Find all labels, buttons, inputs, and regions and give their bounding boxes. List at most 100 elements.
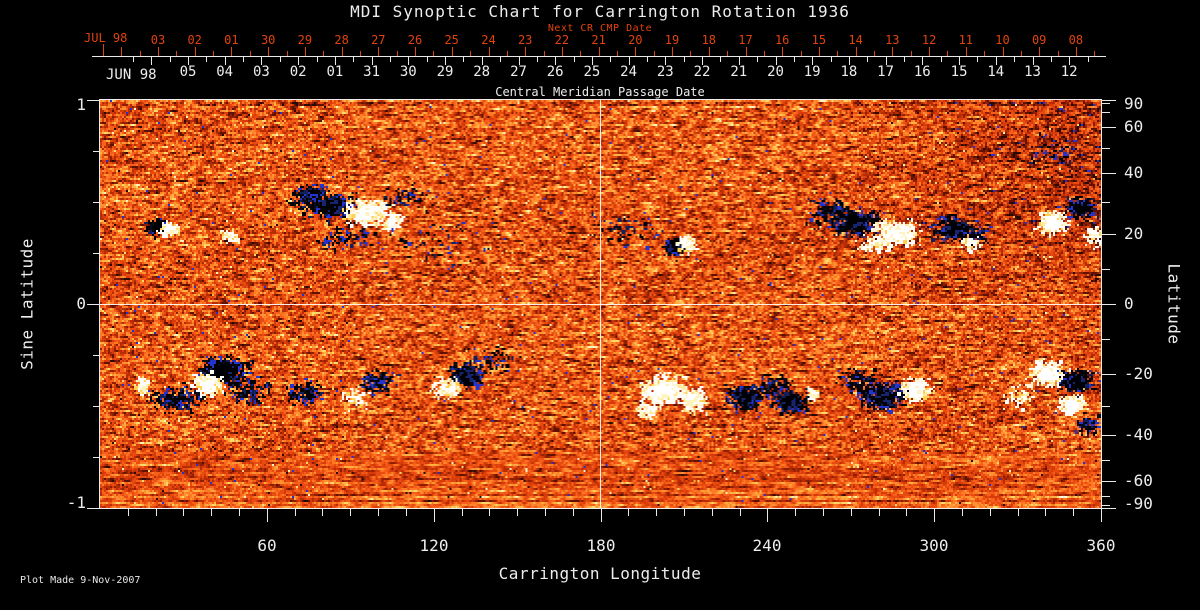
next-cr-day-label: 15 bbox=[811, 33, 827, 47]
next-cr-tick bbox=[653, 51, 655, 56]
cmp-month-label: JUN 98 bbox=[106, 67, 157, 83]
lat-tick bbox=[1102, 268, 1110, 270]
next-cr-tick bbox=[1039, 47, 1041, 56]
next-cr-day-label: 19 bbox=[664, 33, 680, 47]
lat-tick bbox=[1102, 504, 1110, 506]
lon-tick bbox=[378, 509, 380, 516]
sine-lat-tick bbox=[87, 304, 100, 305]
next-cr-day-label: 16 bbox=[774, 33, 790, 47]
lon-label: 240 bbox=[752, 536, 782, 555]
next-cr-tick bbox=[304, 47, 306, 56]
plot-made-timestamp: Plot Made 9-Nov-2007 bbox=[20, 575, 141, 586]
lon-tick bbox=[461, 509, 463, 516]
lat-tick bbox=[1102, 127, 1116, 129]
cmp-day-label: 25 bbox=[583, 64, 601, 80]
cmp-tick bbox=[188, 57, 189, 65]
lon-label: 120 bbox=[419, 536, 449, 555]
date-axis-line bbox=[92, 56, 1106, 57]
sine-lat-tick bbox=[93, 151, 100, 152]
cmp-tick bbox=[169, 57, 171, 62]
lat-tick bbox=[1102, 495, 1110, 497]
lat-label: 90 bbox=[1124, 94, 1144, 113]
next-cr-tick bbox=[561, 47, 563, 56]
next-cr-day-label: 20 bbox=[628, 33, 643, 47]
cmp-tick bbox=[683, 57, 685, 62]
lon-label: 300 bbox=[919, 536, 949, 555]
next-cr-day-label: 14 bbox=[848, 33, 863, 47]
cmp-tick bbox=[298, 57, 300, 65]
cmp-tick bbox=[757, 57, 759, 62]
cmp-tick bbox=[353, 57, 355, 62]
sine-lat-tick bbox=[93, 457, 100, 458]
cmp-day-label: 22 bbox=[693, 64, 711, 80]
lat-tick bbox=[1102, 103, 1110, 105]
lat-tick bbox=[1102, 147, 1110, 149]
next-cr-tick bbox=[158, 47, 159, 56]
cmp-axis-label: Central Meridian Passage Date bbox=[495, 85, 705, 99]
cmp-tick bbox=[647, 57, 648, 62]
lat-label: 40 bbox=[1124, 163, 1144, 182]
next-cr-tick bbox=[800, 51, 802, 56]
lat-label: -60 bbox=[1124, 471, 1153, 490]
cmp-tick bbox=[812, 57, 814, 65]
next-cr-tick bbox=[249, 51, 251, 56]
cmp-tick bbox=[610, 57, 612, 62]
lat-label: 0 bbox=[1124, 294, 1134, 313]
cmp-tick bbox=[151, 57, 153, 65]
lon-tick bbox=[433, 509, 435, 522]
lon-tick bbox=[711, 509, 713, 516]
cmp-tick bbox=[555, 57, 557, 65]
lat-label: -90 bbox=[1124, 494, 1153, 513]
next-cr-tick bbox=[525, 47, 527, 56]
carrington-longitude-axis-title: Carrington Longitude bbox=[498, 564, 702, 583]
cmp-day-label: 18 bbox=[840, 64, 858, 80]
next-cr-tick bbox=[947, 51, 949, 56]
cmp-tick bbox=[279, 57, 281, 62]
lon-tick bbox=[600, 509, 602, 522]
cmp-tick bbox=[591, 57, 593, 65]
next-cr-day-label: 03 bbox=[150, 33, 166, 47]
lon-tick bbox=[239, 509, 240, 516]
lon-tick bbox=[294, 509, 296, 516]
next-cr-tick bbox=[231, 47, 233, 56]
cmp-tick bbox=[738, 57, 740, 65]
cmp-tick bbox=[922, 57, 924, 65]
lon-tick bbox=[739, 509, 741, 516]
sine-lat-label: 0 bbox=[76, 294, 86, 313]
next-cr-tick bbox=[378, 47, 380, 56]
cmp-tick bbox=[518, 57, 520, 65]
next-cr-day-label: 25 bbox=[444, 33, 459, 47]
next-cr-tick bbox=[323, 51, 325, 56]
lon-tick bbox=[878, 509, 880, 516]
sine-lat-tick bbox=[93, 355, 100, 356]
next-cr-tick bbox=[451, 47, 453, 56]
next-cr-tick bbox=[782, 47, 784, 56]
cmp-day-label: 29 bbox=[436, 64, 454, 80]
cmp-tick bbox=[573, 57, 575, 62]
lon-tick bbox=[1045, 509, 1047, 516]
lon-tick bbox=[934, 509, 936, 522]
lon-tick bbox=[628, 509, 630, 516]
next-cr-tick bbox=[506, 51, 508, 56]
sine-lat-label: 1 bbox=[76, 95, 86, 114]
next-cr-tick bbox=[176, 51, 178, 56]
lon-tick bbox=[656, 509, 658, 516]
next-cr-day-label: 29 bbox=[297, 33, 313, 47]
next-cr-tick bbox=[837, 51, 839, 56]
next-cr-day-label: 10 bbox=[995, 33, 1010, 47]
next-cr-tick bbox=[341, 47, 343, 56]
cmp-tick bbox=[1069, 57, 1071, 65]
lat-tick bbox=[1102, 234, 1116, 236]
cmp-tick bbox=[977, 57, 979, 62]
cmp-day-label: 23 bbox=[656, 64, 674, 80]
cmp-day-label: 05 bbox=[179, 64, 197, 80]
next-cr-tick bbox=[818, 47, 820, 56]
lat-tick bbox=[1102, 435, 1116, 437]
cmp-tick bbox=[959, 57, 961, 65]
plot-area bbox=[99, 99, 1102, 509]
cmp-day-label: 24 bbox=[620, 64, 638, 80]
cmp-tick bbox=[1032, 57, 1034, 65]
next-cr-tick bbox=[433, 51, 435, 56]
next-cr-day-label: 22 bbox=[554, 33, 570, 47]
next-cr-axis-label: Next CR CMP Date bbox=[547, 23, 653, 34]
